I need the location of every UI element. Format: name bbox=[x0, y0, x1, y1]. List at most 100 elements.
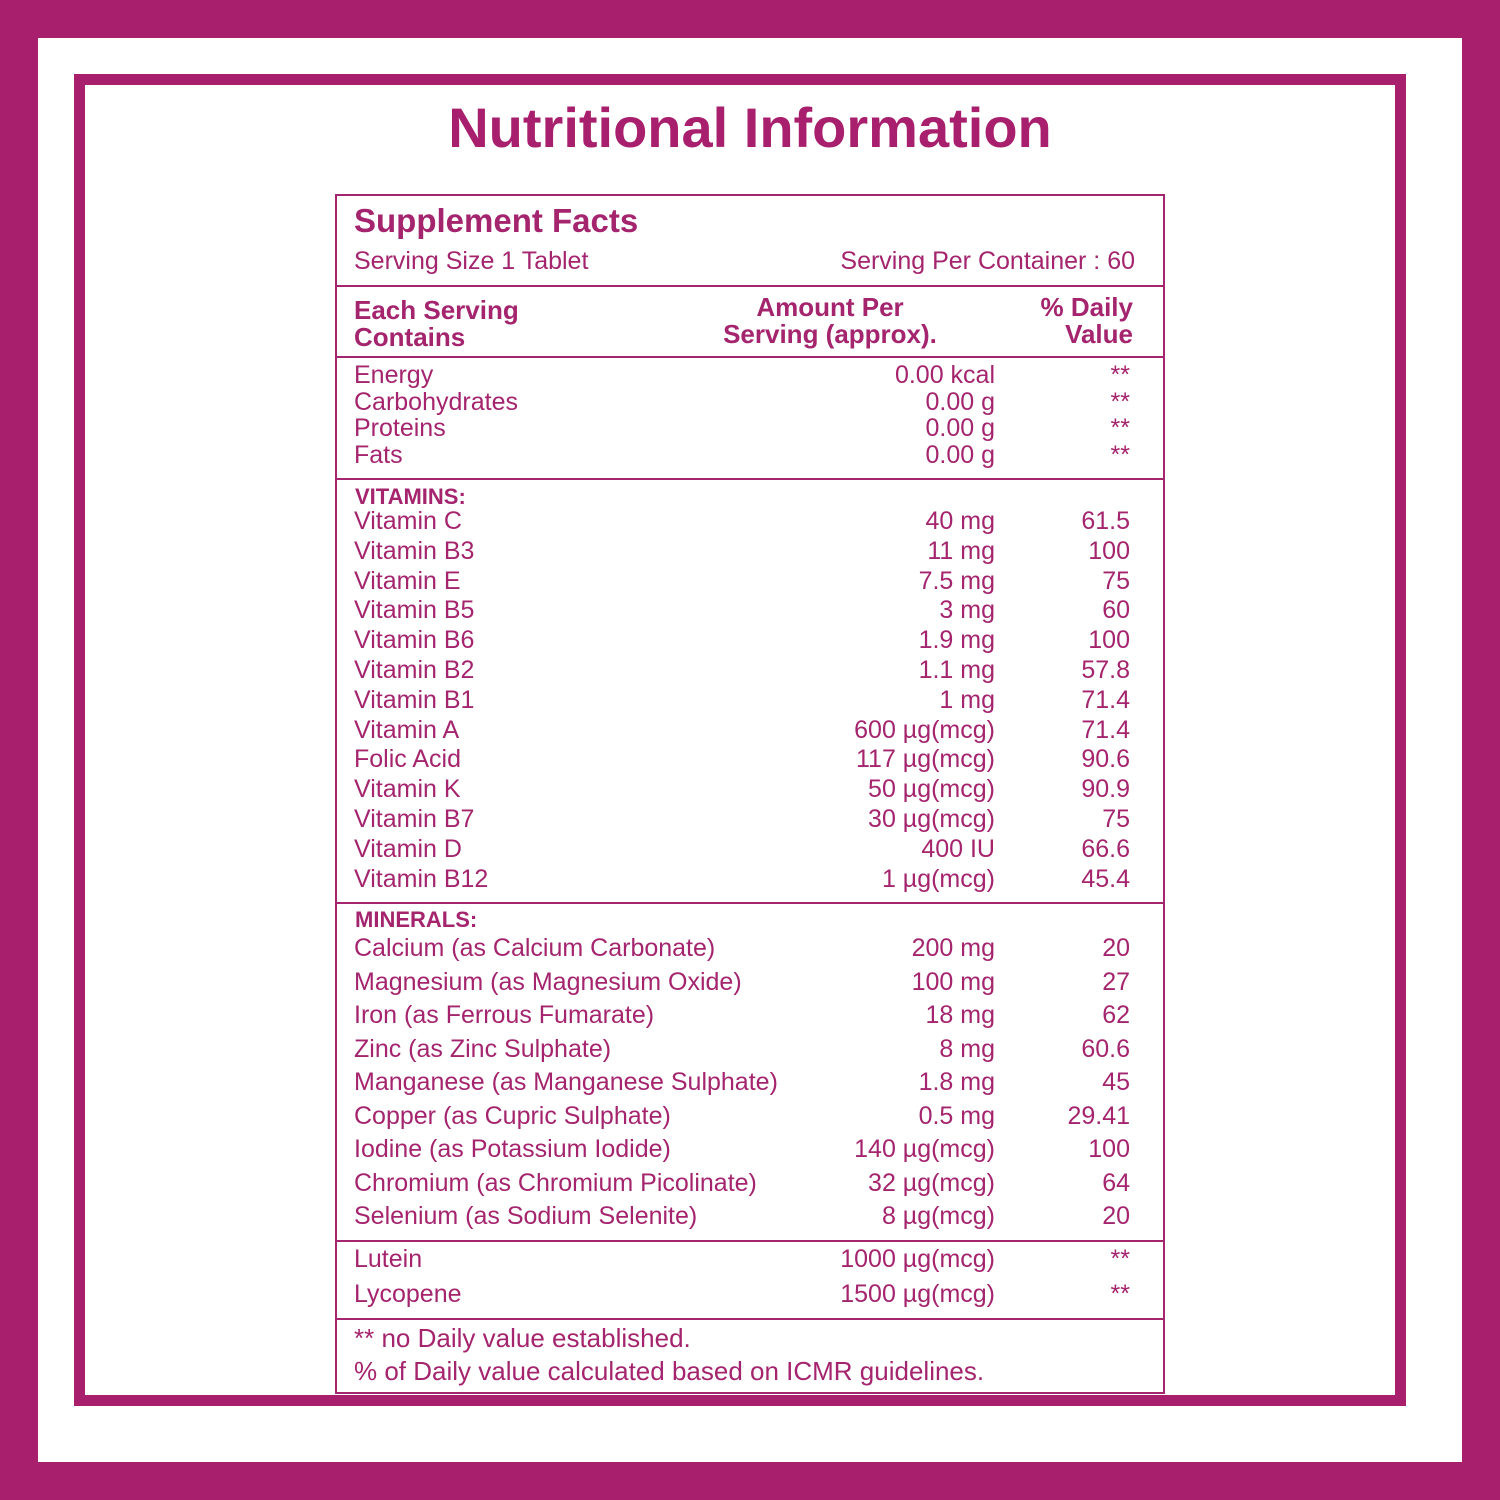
amount: 1.8 mg bbox=[918, 1068, 995, 1096]
nutrient-name: Proteins bbox=[354, 414, 446, 442]
column-header: % Daily bbox=[1040, 292, 1134, 322]
amount: 30 µg(mcg) bbox=[868, 805, 995, 833]
amount: 0.00 kcal bbox=[894, 361, 995, 389]
nutrient-name: Vitamin K bbox=[354, 775, 461, 804]
daily-value: 90.9 bbox=[1081, 775, 1130, 804]
daily-value: 60.6 bbox=[1081, 1034, 1130, 1063]
amount: 0.00 g bbox=[925, 440, 995, 469]
amount: 0.00 g bbox=[925, 387, 995, 416]
daily-value: 64 bbox=[1102, 1168, 1130, 1197]
divider bbox=[335, 1240, 1165, 1242]
daily-value: ** bbox=[1110, 414, 1130, 442]
nutrient-name: Chromium (as Chromium Picolinate) bbox=[354, 1168, 757, 1197]
serving-size: Serving Size 1 Tablet bbox=[354, 247, 589, 275]
daily-value: 45 bbox=[1102, 1068, 1130, 1096]
amount: 140 µg(mcg) bbox=[854, 1135, 995, 1163]
nutrient-name: Vitamin D bbox=[354, 834, 462, 863]
column-header: Value bbox=[1065, 319, 1133, 349]
amount: 8 mg bbox=[939, 1034, 995, 1063]
daily-value: 100 bbox=[1088, 536, 1130, 565]
nutrient-name: Copper (as Cupric Sulphate) bbox=[354, 1101, 671, 1130]
amount: 600 µg(mcg) bbox=[854, 715, 995, 744]
nutrient-name: Vitamin B3 bbox=[354, 536, 475, 565]
section-heading: MINERALS: bbox=[355, 907, 478, 932]
amount: 40 mg bbox=[925, 507, 995, 535]
nutrient-name: Lycopene bbox=[354, 1280, 462, 1308]
nutrient-name: Zinc (as Zinc Sulphate) bbox=[354, 1034, 612, 1063]
footnote: ** no Daily value established. bbox=[354, 1323, 691, 1353]
amount: 100 mg bbox=[911, 967, 995, 996]
nutrient-name: Folic Acid bbox=[354, 745, 461, 774]
daily-value: 57.8 bbox=[1081, 656, 1130, 684]
nutrient-name: Iron (as Ferrous Fumarate) bbox=[354, 1001, 655, 1029]
amount: 1.1 mg bbox=[918, 656, 995, 684]
divider bbox=[335, 356, 1165, 358]
nutrient-name: Vitamin A bbox=[354, 715, 460, 744]
amount: 8 µg(mcg) bbox=[881, 1202, 995, 1230]
section-heading: VITAMINS: bbox=[355, 484, 466, 509]
nutrient-name: Vitamin B6 bbox=[354, 626, 475, 655]
white-band bbox=[38, 38, 1462, 1462]
amount: 0.5 mg bbox=[918, 1101, 995, 1130]
page-title: Nutritional Information bbox=[448, 96, 1052, 159]
daily-value: 75 bbox=[1102, 566, 1130, 595]
divider bbox=[335, 902, 1165, 904]
nutrient-name: Carbohydrates bbox=[354, 387, 518, 416]
amount: 1000 µg(mcg) bbox=[840, 1245, 995, 1273]
daily-value: 20 bbox=[1102, 1202, 1130, 1230]
daily-value: 27 bbox=[1102, 967, 1130, 996]
amount: 50 µg(mcg) bbox=[868, 775, 995, 804]
amount: 18 mg bbox=[925, 1001, 995, 1029]
amount: 7.5 mg bbox=[918, 566, 995, 595]
nutrient-name: Vitamin E bbox=[354, 566, 461, 595]
nutrient-name: Selenium (as Sodium Selenite) bbox=[354, 1202, 698, 1230]
divider bbox=[335, 285, 1165, 287]
daily-value: 100 bbox=[1088, 626, 1130, 655]
nutrient-name: Fats bbox=[354, 440, 403, 469]
amount: 400 IU bbox=[921, 834, 995, 863]
daily-value: 62 bbox=[1102, 1001, 1130, 1029]
amount: 1 mg bbox=[939, 685, 995, 714]
nutrient-name: Vitamin B1 bbox=[354, 685, 475, 714]
nutrient-name: Vitamin B7 bbox=[354, 805, 475, 833]
daily-value: 66.6 bbox=[1081, 834, 1130, 863]
daily-value: 71.4 bbox=[1081, 685, 1130, 714]
amount: 1500 µg(mcg) bbox=[840, 1280, 995, 1308]
column-header: Contains bbox=[354, 322, 466, 352]
daily-value: 75 bbox=[1102, 805, 1130, 833]
amount: 32 µg(mcg) bbox=[868, 1168, 995, 1197]
nutrient-name: Lutein bbox=[354, 1245, 423, 1273]
daily-value: ** bbox=[1110, 361, 1130, 389]
daily-value: ** bbox=[1110, 1280, 1130, 1308]
nutrient-name: Magnesium (as Magnesium Oxide) bbox=[354, 967, 742, 996]
daily-value: 71.4 bbox=[1081, 715, 1130, 744]
facts-title: Supplement Facts bbox=[354, 202, 639, 239]
nutrient-name: Energy bbox=[354, 361, 434, 389]
frame bbox=[74, 74, 1406, 1406]
daily-value: ** bbox=[1110, 1245, 1130, 1273]
column-header: Serving (approx). bbox=[723, 319, 937, 349]
nutrient-name: Vitamin B5 bbox=[354, 596, 475, 625]
nutrient-name: Calcium (as Calcium Carbonate) bbox=[354, 934, 716, 962]
amount: 0.00 g bbox=[925, 414, 995, 442]
nutrient-name: Vitamin B2 bbox=[354, 656, 475, 684]
amount: 200 mg bbox=[911, 934, 995, 962]
nutrient-name: Iodine (as Potassium Iodide) bbox=[354, 1135, 671, 1163]
daily-value: 20 bbox=[1102, 934, 1130, 962]
footnote: % of Daily value calculated based on ICM… bbox=[354, 1356, 985, 1386]
nutrient-name: Manganese (as Manganese Sulphate) bbox=[354, 1068, 778, 1096]
daily-value: ** bbox=[1110, 387, 1130, 416]
divider bbox=[335, 478, 1165, 480]
daily-value: 90.6 bbox=[1081, 745, 1130, 774]
divider bbox=[335, 1318, 1165, 1320]
daily-value: ** bbox=[1110, 440, 1130, 469]
daily-value: 100 bbox=[1088, 1135, 1130, 1163]
column-header: Amount Per bbox=[756, 292, 904, 322]
daily-value: 60 bbox=[1102, 596, 1130, 625]
nutrient-name: Vitamin B12 bbox=[354, 864, 489, 893]
amount: 1.9 mg bbox=[918, 626, 995, 655]
nutrient-name: Vitamin C bbox=[354, 507, 462, 535]
daily-value: 45.4 bbox=[1081, 864, 1130, 893]
servings-per-container: Serving Per Container : 60 bbox=[840, 247, 1135, 275]
